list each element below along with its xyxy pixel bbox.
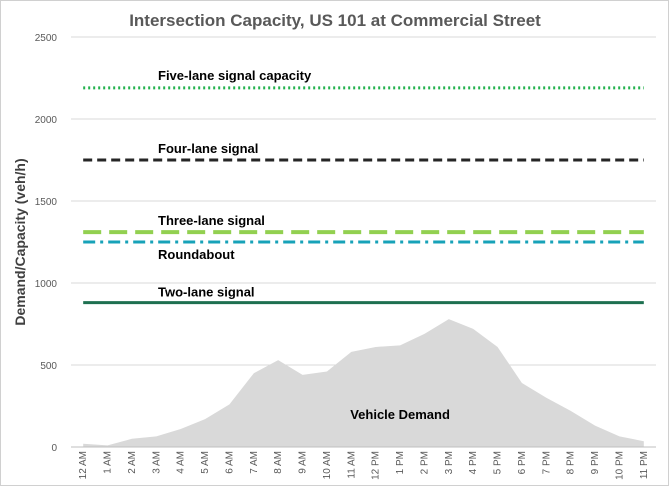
y-tick-label: 1500 [35, 197, 58, 208]
vehicle-demand-area [83, 319, 644, 447]
x-tick-label: 1 PM [395, 451, 406, 474]
capacity-lines-layer: Five-lane signal capacity Four-lane signa… [83, 68, 644, 305]
x-tick-label: 2 PM [419, 451, 430, 474]
x-tick-label: 12 PM [371, 451, 382, 480]
x-tick-label: 4 AM [176, 451, 187, 474]
demand-area-layer: Vehicle Demand [71, 319, 656, 448]
y-tick-labels: 0 500 1000 1500 2000 2500 [35, 33, 58, 454]
y-tick-label: 2000 [35, 115, 58, 126]
five-lane-signal-capacity-label: Five-lane signal capacity [158, 68, 312, 83]
two-lane-signal-label: Two-lane signal [158, 285, 255, 300]
three-lane-signal-label: Three-lane signal [158, 213, 265, 228]
x-tick-label: 10 PM [614, 451, 625, 480]
roundabout-label: Roundabout [158, 247, 235, 262]
x-tick-labels: 12 AM 1 AM 2 AM 3 AM 4 AM 5 AM 6 AM 7 AM 8 AM 9 A… [78, 451, 650, 480]
x-tick-label: 1 AM [103, 451, 114, 474]
x-tick-label: 8 PM [566, 451, 577, 474]
x-tick-label: 6 PM [517, 451, 528, 474]
x-tick-label: 5 AM [200, 451, 211, 474]
x-tick-label: 7 PM [541, 451, 552, 474]
x-tick-label: 9 PM [590, 451, 601, 474]
x-tick-label: 8 AM [273, 451, 284, 474]
x-tick-label: 5 PM [493, 451, 504, 474]
x-tick-label: 4 PM [468, 451, 479, 474]
x-tick-label: 2 AM [127, 451, 138, 474]
x-tick-label: 6 AM [224, 451, 235, 474]
x-tick-label: 10 AM [322, 451, 333, 479]
x-tick-label: 11 PM [639, 451, 650, 479]
x-tick-label: 7 AM [249, 451, 260, 474]
x-tick-label: 3 AM [151, 451, 162, 474]
chart-title: Intersection Capacity, US 101 at Commerc… [129, 11, 541, 30]
four-lane-signal-label: Four-lane signal [158, 141, 258, 156]
y-tick-label: 2500 [35, 33, 58, 44]
x-tick-label: 9 AM [298, 451, 309, 474]
x-tick-label: 12 AM [78, 451, 89, 479]
y-tick-label: 500 [40, 361, 57, 372]
vehicle-demand-label: Vehicle Demand [350, 407, 450, 422]
x-tick-label: 3 PM [444, 451, 455, 474]
y-tick-label: 1000 [35, 279, 58, 290]
x-tick-label: 11 AM [346, 451, 357, 479]
y-tick-label: 0 [51, 443, 57, 454]
y-axis-label: Demand/Capacity (veh/h) [12, 158, 28, 325]
